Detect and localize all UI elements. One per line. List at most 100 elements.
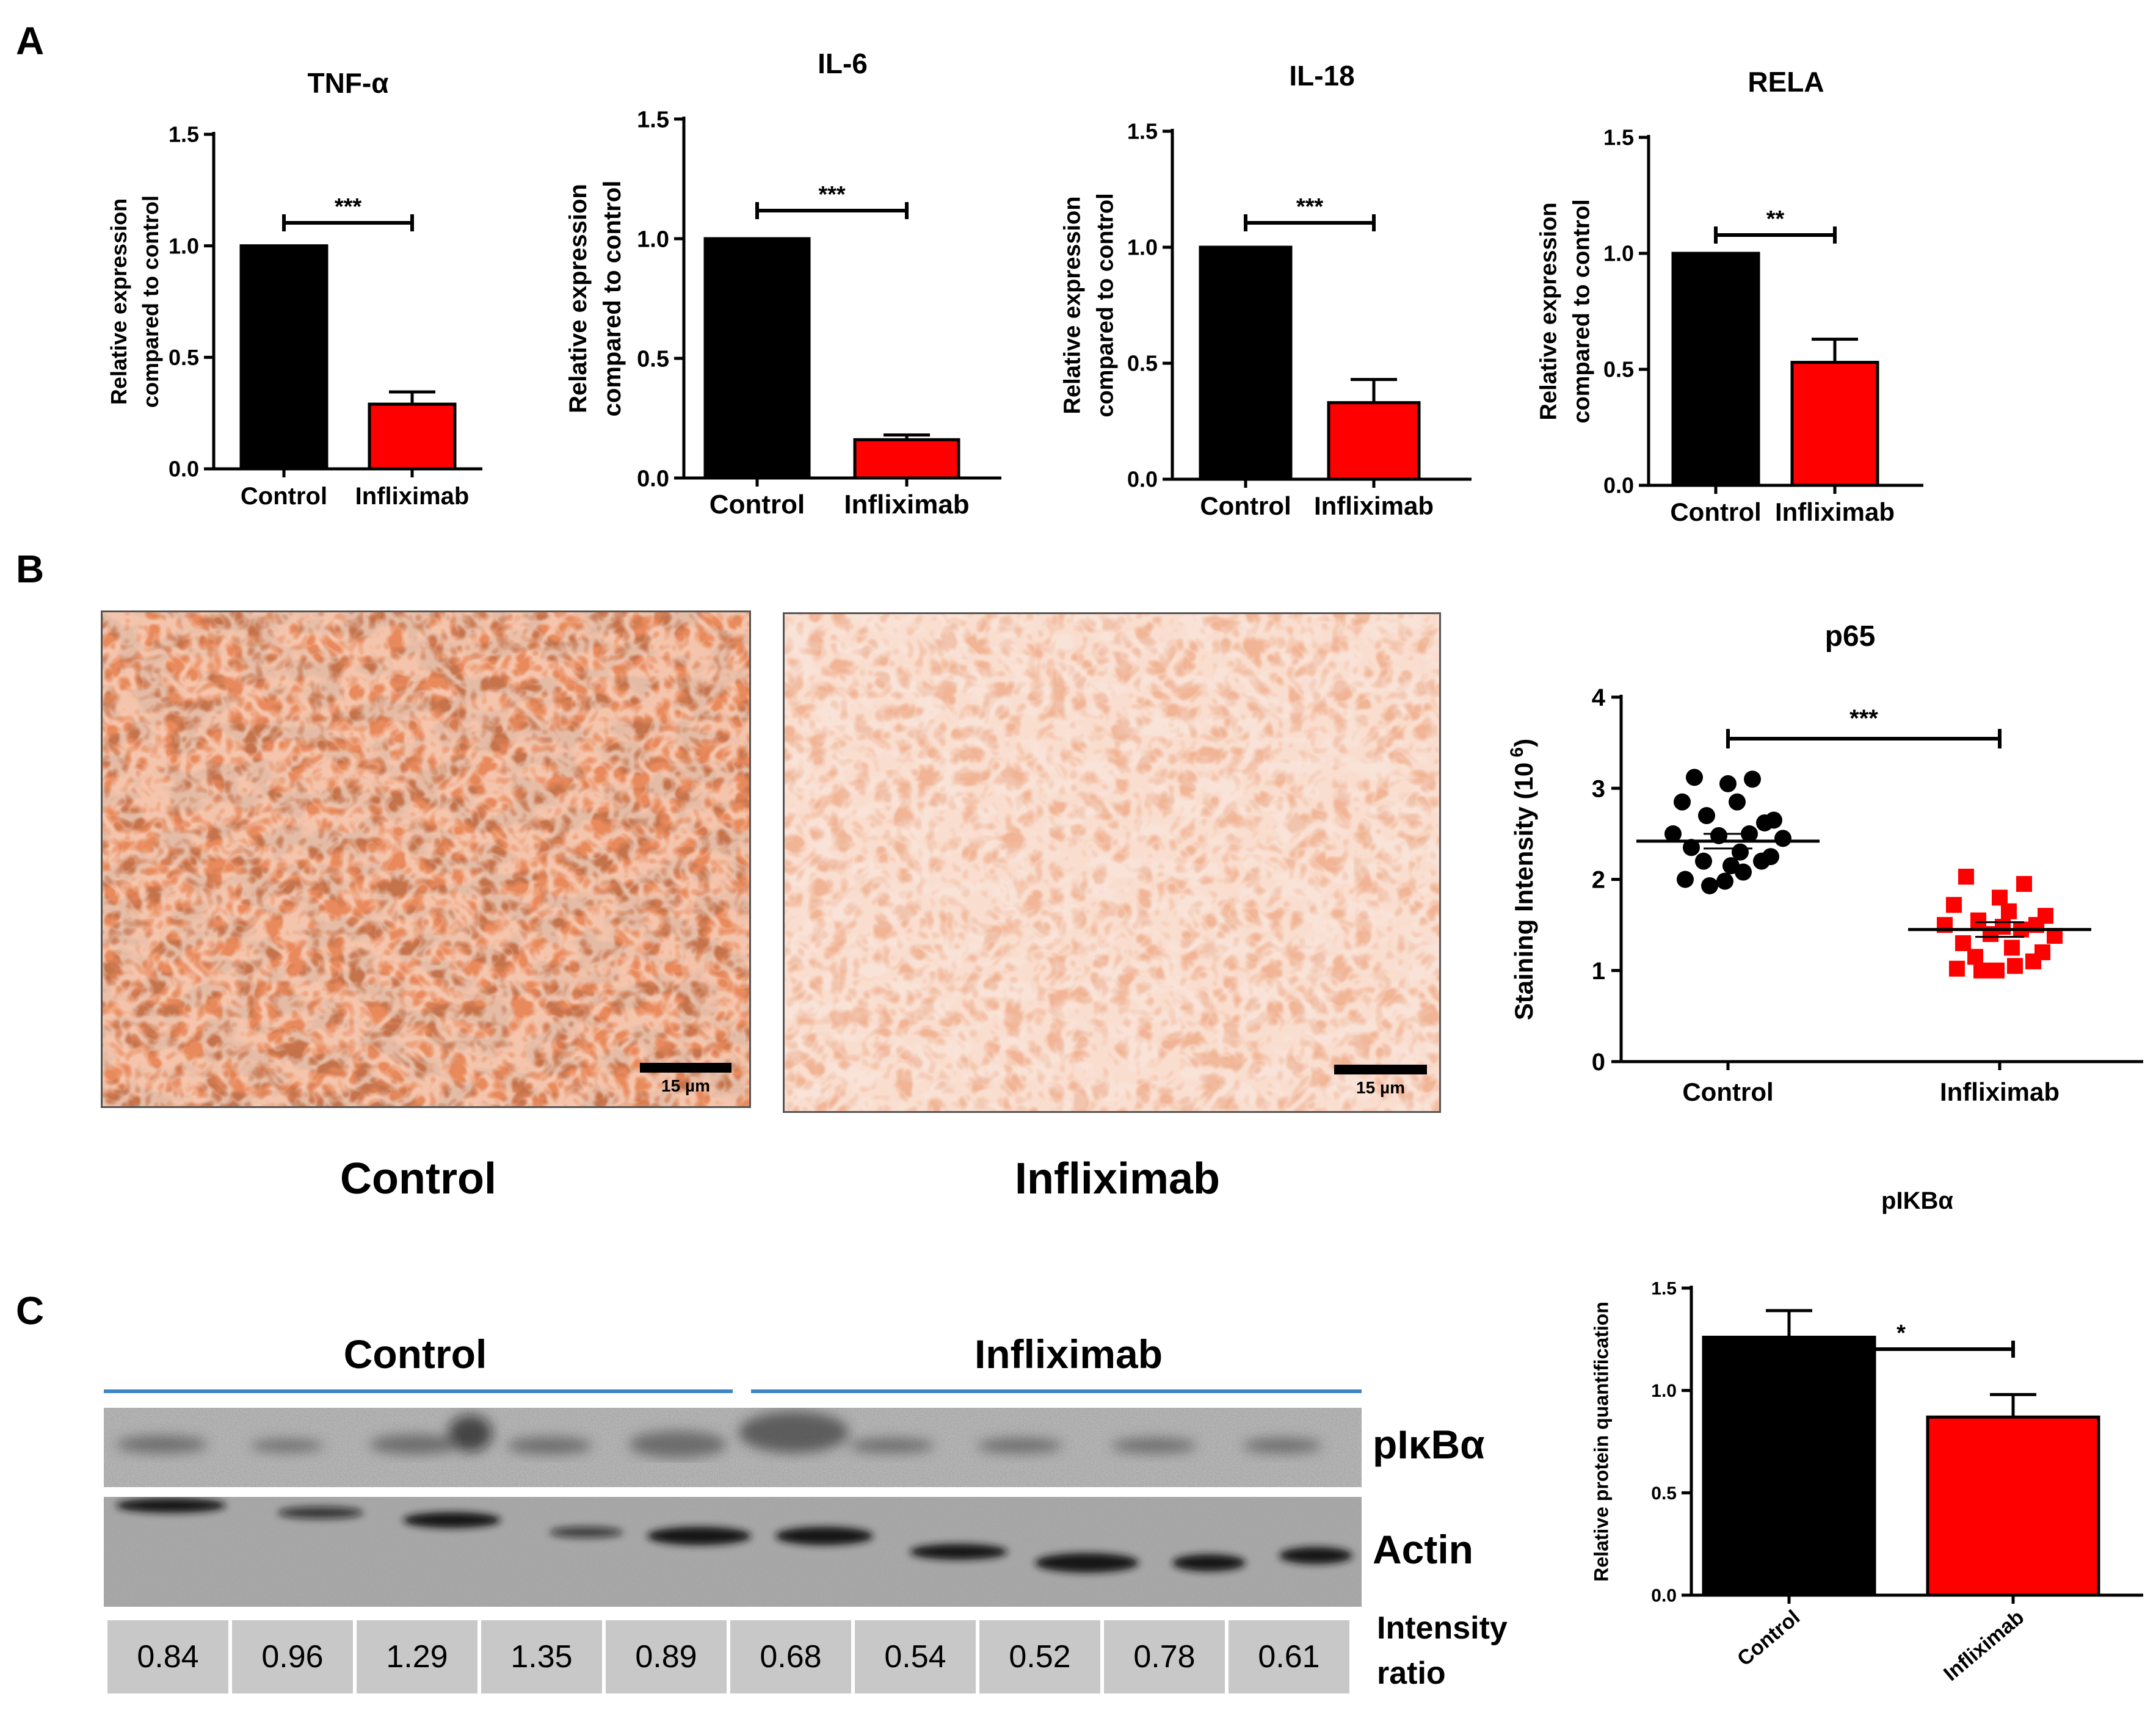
x-tick-label: Infliximab bbox=[844, 490, 969, 520]
data-point-control bbox=[1698, 807, 1715, 825]
y-tick-label: 0.0 bbox=[1603, 473, 1634, 498]
y-tick-label: 0.0 bbox=[637, 466, 669, 491]
chart-title: RELA bbox=[1748, 66, 1824, 98]
chart-p65: p65 Staining Intensity (10 6) 0 1 2 3 4 Control… bbox=[1507, 620, 2143, 1106]
x-tick-label: Infliximab bbox=[1775, 498, 1895, 526]
chart-rela: RELA Relative expression compared to contr… bbox=[1536, 66, 1923, 526]
data-point-control bbox=[1674, 793, 1691, 811]
data-point-infliximab bbox=[2001, 903, 2017, 919]
bar-infliximab bbox=[853, 438, 960, 480]
y-tick-label: 1.0 bbox=[1603, 241, 1634, 266]
y-axis-label: Relative expression bbox=[106, 198, 131, 405]
data-point-infliximab bbox=[1946, 897, 1962, 913]
y-axis-label: Relative expression bbox=[565, 184, 592, 413]
data-point-infliximab bbox=[1989, 962, 2005, 979]
data-point-infliximab bbox=[2016, 875, 2032, 892]
data-point-control bbox=[1701, 877, 1718, 894]
chart-tnf: TNF-α Relative expression compared to cont… bbox=[106, 67, 482, 510]
ratio-cell: 0.54 bbox=[855, 1620, 976, 1693]
micrograph-infliximab-image bbox=[785, 614, 1439, 1111]
ratio-cell: 1.29 bbox=[357, 1620, 477, 1693]
x-tick-label: Control bbox=[1682, 1077, 1773, 1106]
data-point-control bbox=[1677, 871, 1694, 888]
y-tick-label: 1.0 bbox=[1127, 235, 1158, 260]
chart-title: TNF-α bbox=[307, 67, 388, 99]
y-tick-label: 4 bbox=[1592, 684, 1606, 711]
y-tick-label: 1.5 bbox=[1603, 125, 1634, 150]
ratio-cell: 0.61 bbox=[1229, 1620, 1349, 1693]
micrograph-control-caption: Control bbox=[340, 1154, 496, 1203]
blot-pikba bbox=[104, 1408, 1362, 1487]
ratio-cell: 0.78 bbox=[1104, 1620, 1225, 1693]
y-tick-label: 0.5 bbox=[169, 345, 199, 370]
data-point-infliximab bbox=[1955, 935, 1971, 951]
intensity-ratio-label-line2: ratio bbox=[1377, 1656, 1446, 1691]
data-point-control bbox=[1722, 857, 1740, 875]
y-tick-label: 1.0 bbox=[169, 233, 199, 258]
data-point-infliximab bbox=[2007, 958, 2023, 974]
panel-label-c: C bbox=[16, 1289, 45, 1333]
data-point-control bbox=[1686, 769, 1703, 786]
y-axis-label: compared to control bbox=[138, 195, 163, 408]
blot-label-pikba: pIκBα bbox=[1373, 1422, 1485, 1467]
intensity-ratio-row: 0.84 0.96 1.29 1.35 0.89 0.68 0.54 0.52 … bbox=[107, 1620, 1353, 1693]
data-point-control bbox=[1695, 852, 1712, 870]
y-axis-label: compared to control bbox=[1569, 199, 1594, 423]
significance-stars: *** bbox=[1849, 705, 1878, 732]
ratio-cell: 1.35 bbox=[481, 1620, 602, 1693]
micrograph-infliximab-caption: Infliximab bbox=[1014, 1154, 1221, 1203]
blot-actin bbox=[104, 1497, 1362, 1607]
data-point-control bbox=[1753, 852, 1770, 870]
y-tick-label: 1.0 bbox=[637, 226, 669, 252]
data-point-infliximab bbox=[1949, 960, 1965, 977]
chart-title: p65 bbox=[1825, 620, 1876, 653]
data-point-infliximab bbox=[1967, 949, 1983, 965]
y-tick-label: 0.5 bbox=[637, 346, 669, 372]
y-tick-label: 0.5 bbox=[1127, 351, 1158, 376]
data-point-control bbox=[1716, 872, 1733, 890]
data-point-control bbox=[1719, 775, 1737, 792]
y-tick-label: 0.5 bbox=[1651, 1483, 1677, 1504]
bar-control bbox=[1702, 1335, 1876, 1597]
panel-label-a: A bbox=[16, 19, 45, 63]
data-point-infliximab bbox=[2004, 940, 2020, 956]
data-point-infliximab bbox=[2025, 953, 2041, 969]
chart-title: IL-18 bbox=[1289, 60, 1354, 92]
y-axis-label: compared to control bbox=[599, 181, 626, 417]
y-tick-label: 1 bbox=[1592, 958, 1605, 985]
y-tick-label: 1.0 bbox=[1651, 1381, 1677, 1401]
bar-control bbox=[239, 244, 328, 471]
data-point-control bbox=[1744, 770, 1761, 788]
chart-pikba: pIKBα Relative protein quantification 0.0 0… bbox=[1591, 1187, 2143, 1686]
ratio-cell: 0.89 bbox=[606, 1620, 727, 1693]
micrograph-control-image bbox=[103, 612, 749, 1106]
blot-line-control bbox=[104, 1389, 733, 1393]
ratio-cell: 0.84 bbox=[107, 1620, 228, 1693]
y-tick-label: 1.5 bbox=[169, 122, 199, 147]
significance-stars: *** bbox=[1296, 194, 1324, 220]
bar-control bbox=[1671, 252, 1760, 487]
data-point-infliximab bbox=[1970, 912, 1986, 929]
blot-line-infliximab bbox=[751, 1389, 1362, 1393]
bar-infliximab bbox=[1790, 361, 1879, 487]
x-tick-label: Control bbox=[1200, 491, 1291, 520]
blot-group-control: Control bbox=[343, 1331, 487, 1377]
x-tick-label: Infliximab bbox=[1314, 491, 1434, 520]
y-tick-label: 0 bbox=[1592, 1049, 1605, 1076]
x-tick-label: Infliximab bbox=[1940, 1077, 2060, 1106]
y-tick-label: 1.5 bbox=[1127, 119, 1158, 144]
y-tick-label: 0.0 bbox=[1127, 467, 1158, 492]
y-axis-label: Relative expression bbox=[1536, 203, 1561, 421]
blot-actin-bands bbox=[104, 1497, 1362, 1607]
data-point-control bbox=[1683, 839, 1700, 856]
y-tick-label: 3 bbox=[1592, 775, 1605, 802]
chart-title: pIKBα bbox=[1881, 1187, 1953, 1214]
bar-control bbox=[1199, 245, 1293, 481]
y-tick-label: 1.5 bbox=[1651, 1279, 1677, 1299]
chart-title: IL-6 bbox=[818, 48, 868, 79]
micrograph-infliximab: 15 µm bbox=[783, 612, 1441, 1113]
y-axis-label: Relative expression bbox=[1059, 197, 1085, 415]
data-point-control bbox=[1664, 825, 1682, 842]
y-tick-label: 1.5 bbox=[637, 107, 669, 132]
significance-stars: *** bbox=[335, 194, 362, 220]
